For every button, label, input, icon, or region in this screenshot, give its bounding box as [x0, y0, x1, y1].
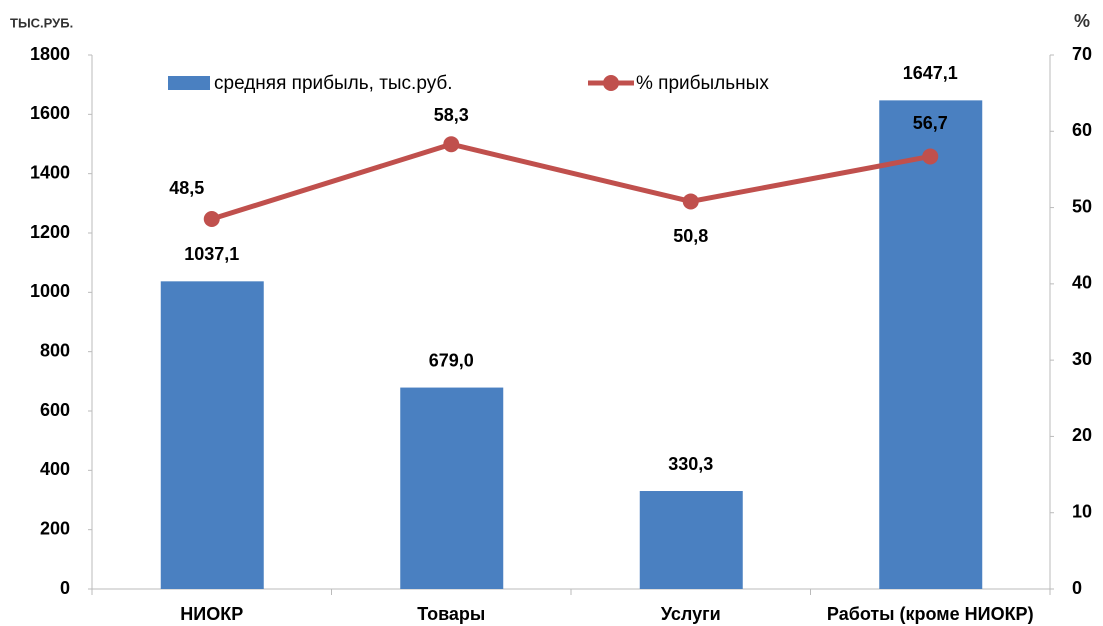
x-tick-label: Товары	[417, 604, 485, 624]
y-tick-label: 400	[40, 459, 70, 479]
y2-tick-label: 40	[1072, 273, 1092, 293]
y-tick-label: 200	[40, 518, 70, 538]
y-tick-label: 1800	[30, 44, 70, 64]
y2-tick-label: 60	[1072, 120, 1092, 140]
y2-tick-label: 50	[1072, 196, 1092, 216]
y-tick-label: 1600	[30, 103, 70, 123]
bar	[400, 387, 504, 589]
y-tick-label: 600	[40, 400, 70, 420]
line-marker	[443, 136, 460, 153]
bar-value-label: 1647,1	[903, 63, 958, 83]
y-tick-label: 800	[40, 340, 70, 360]
bar	[639, 491, 743, 589]
line-value-label: 58,3	[434, 105, 469, 125]
bar-value-label: 1037,1	[184, 244, 239, 264]
y-tick-label: 0	[60, 578, 70, 598]
y2-tick-label: 0	[1072, 578, 1082, 598]
y-tick-label: 1200	[30, 222, 70, 242]
line-marker	[922, 148, 939, 165]
y2-tick-label: 20	[1072, 425, 1092, 445]
y2-axis-label: %	[1074, 11, 1090, 31]
line-marker	[203, 211, 220, 228]
y-tick-label: 1400	[30, 162, 70, 182]
line	[211, 141, 931, 222]
y2-tick-label: 30	[1072, 349, 1092, 369]
y2-tick-label: 70	[1072, 44, 1092, 64]
legend-swatch	[603, 75, 619, 91]
legend-label: средняя прибыль, тыс.руб.	[214, 73, 453, 94]
line-value-label: 56,7	[913, 113, 948, 133]
bar-value-label: 330,3	[668, 454, 713, 474]
legend-swatch	[168, 76, 210, 90]
y-tick-label: 1000	[30, 281, 70, 301]
y-axis-label: ТЫС.РУБ.	[10, 15, 73, 30]
line-value-label: 48,5	[169, 178, 204, 198]
line-value-label: 50,8	[673, 226, 708, 246]
x-tick-label: НИОКР	[180, 604, 243, 624]
y2-tick-label: 10	[1072, 501, 1092, 521]
x-tick-label: Услуги	[661, 604, 721, 624]
x-tick-label: Работы (кроме НИОКР)	[827, 604, 1034, 624]
bar	[160, 281, 264, 589]
bar	[879, 100, 983, 589]
line-marker	[682, 193, 699, 210]
bar-value-label: 679,0	[429, 350, 474, 370]
legend-label: % прибыльных	[636, 73, 769, 94]
